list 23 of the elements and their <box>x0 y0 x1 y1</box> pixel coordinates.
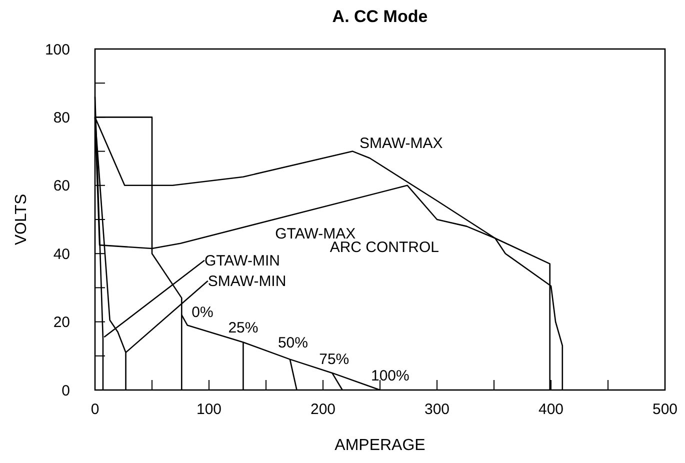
x-tick-label: 200 <box>310 401 336 418</box>
x-tick-label: 300 <box>424 401 450 418</box>
y-tick-label: 20 <box>53 314 70 332</box>
annotation: 25% <box>228 320 258 337</box>
annotation: 50% <box>278 334 308 352</box>
annotation: 0% <box>192 304 214 322</box>
x-tick-label: 0 <box>90 401 100 418</box>
annotation: GTAW-MIN <box>204 252 280 270</box>
x-tick-label: 500 <box>652 401 678 418</box>
y-axis-title: VOLTS <box>13 194 30 246</box>
y-tick-label: 80 <box>53 109 70 126</box>
annotation: SMAW-MAX <box>359 135 443 152</box>
chart-title: A. CC Mode <box>332 7 428 26</box>
y-tick-label: 100 <box>44 41 70 58</box>
annotation: 75% <box>319 351 350 368</box>
x-tick-label: 100 <box>196 401 222 418</box>
y-tick-label: 0 <box>62 382 70 400</box>
annotation: SMAW-MIN <box>208 273 286 290</box>
y-tick-label: 40 <box>53 246 70 263</box>
x-axis-title: AMPERAGE <box>334 437 426 454</box>
annotation: 100% <box>371 367 410 384</box>
y-tick-label: 60 <box>53 178 70 195</box>
x-tick-label: 400 <box>538 401 564 418</box>
